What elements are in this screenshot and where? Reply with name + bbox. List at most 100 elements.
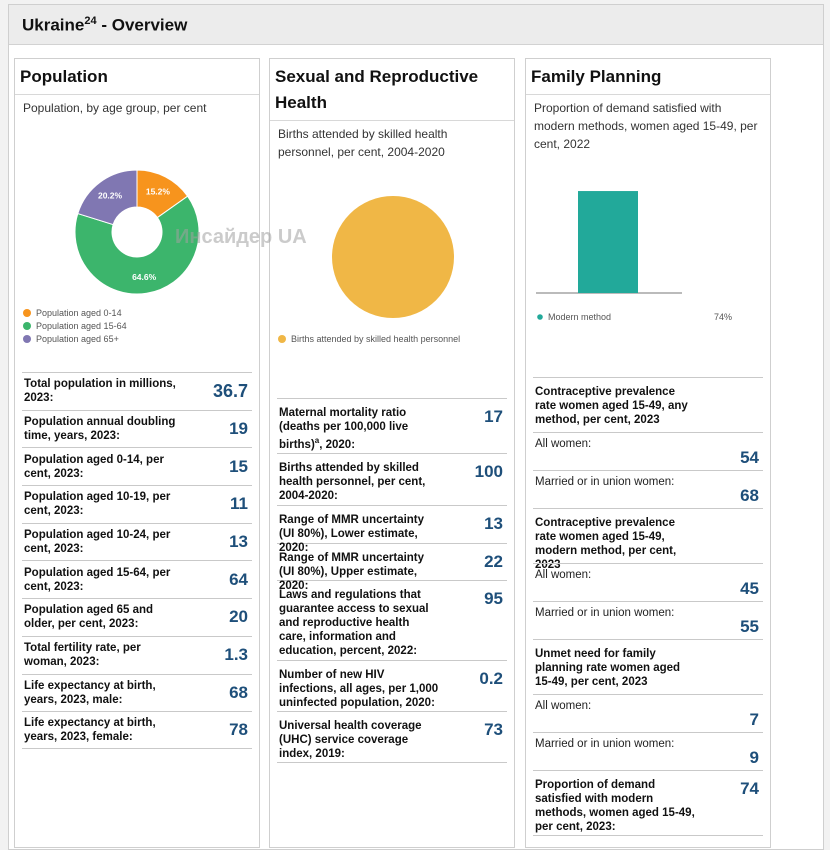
population-subtitle: Population, by age group, per cent [23, 101, 207, 115]
stat-label: Population annual doubling time, years, … [24, 416, 176, 443]
legend-swatch [537, 314, 543, 320]
stat-sub-label: Married or in union women: [535, 607, 675, 619]
stat-value: 0.2 [479, 669, 503, 688]
stat-row: Population annual doubling time, years, … [22, 409, 252, 448]
stat-sub-label: All women: [535, 700, 592, 712]
watermark: Инсайдер UA [175, 226, 307, 248]
srh-subtitle: Births attended by skilled health person… [278, 127, 448, 159]
stat-heading-label: Contraceptive prevalence rate women aged… [535, 517, 677, 571]
stat-label: Population aged 10-19, per cent, 2023: [24, 491, 171, 518]
legend-item-population-aged-65: Population aged 65+ [23, 332, 127, 345]
stat-value: 11 [230, 494, 248, 514]
fp-title: Family Planning [526, 59, 770, 95]
stat-label: Range of MMR uncertainty (UI 80%), Upper… [279, 552, 425, 592]
stat-value: 73 [484, 720, 503, 739]
stat-value: 74 [740, 779, 759, 798]
pie-value-label-population-aged-65: 20.2% [98, 190, 123, 200]
stat-row: Population aged 65 and older, per cent, … [22, 598, 252, 636]
stat-label: Range of MMR uncertainty (UI 80%), Lower… [279, 514, 425, 554]
population-pie-chart: 15.2% 64.6% 20.2% [74, 169, 200, 295]
stat-row: Proportion of demand satisfied with mode… [533, 770, 763, 836]
stat-label: Total population in millions, 2023: [24, 378, 176, 405]
stat-row: Life expectancy at birth, years, 2023, m… [22, 673, 252, 712]
stat-label: Laws and regulations that guarantee acce… [279, 589, 429, 657]
pie-value-label-population-aged-0-14: 15.2% [146, 187, 171, 197]
pie-value-label-population-aged-15-64: 64.6% [132, 272, 157, 282]
srh-legend: Births attended by skilled health person… [278, 332, 460, 345]
legend-swatch [23, 321, 31, 330]
stat-row: Universal health coverage (UHC) service … [277, 711, 507, 763]
stat-heading-label: Contraceptive prevalence rate women aged… [535, 386, 688, 426]
stat-row: Total population in millions, 2023: 36.7 [22, 372, 252, 410]
stat-sub-row: Married or in union women: 55 [533, 601, 763, 639]
legend-item-population-aged-0-14: Population aged 0-14 [23, 306, 127, 319]
fp-stats: Contraceptive prevalence rate women aged… [533, 377, 763, 836]
stat-value: 100 [474, 462, 503, 481]
stat-value: 95 [484, 589, 503, 608]
stat-value: 36.7 [212, 380, 248, 401]
stat-value: 19 [229, 419, 248, 439]
fp-subtitle: Proportion of demand satisfied with mode… [534, 101, 758, 151]
stat-label: Life expectancy at birth, years, 2023, m… [24, 679, 156, 706]
stat-row: Total fertility rate, per woman, 2023: 1.… [22, 635, 252, 674]
stat-value: 13 [229, 532, 248, 552]
legend-label-modern-method: Modern method [548, 312, 611, 322]
stat-row: Range of MMR uncertainty (UI 80%), Lower… [277, 505, 507, 554]
legend-item-population-aged-15-64: Population aged 15-64 [23, 319, 127, 332]
stat-label: Universal health coverage (UHC) service … [279, 720, 422, 760]
legend-item-births-attended-by-skilled-health-personnel: Births attended by skilled health person… [278, 332, 460, 345]
legend-label: Population aged 15-64 [36, 320, 127, 331]
page-title-text: Ukraine [22, 15, 85, 35]
legend-swatch [23, 308, 31, 317]
page-title-sup: 24 [84, 15, 97, 27]
pie-slice-births-attended-by-skilled-health-personnel [332, 196, 454, 318]
pie-slice-population-aged-15-64 [74, 195, 200, 295]
stat-value: 17 [484, 407, 503, 426]
stat-sub-row: Married or in union women: 9 [533, 732, 763, 770]
stat-row: Population aged 15-64, per cent, 2023: 64 [22, 560, 252, 598]
stat-label: Life expectancy at birth, years, 2023, f… [24, 717, 156, 744]
page-title: Ukraine24 - Overview [9, 5, 823, 45]
legend-swatch [278, 334, 286, 343]
stat-label: Births attended by skilled health person… [279, 462, 426, 502]
stat-sub-value: 68 [740, 486, 759, 505]
pie-slice-population-aged-65 [77, 169, 138, 226]
stat-row: Number of new HIV infections, all ages, … [277, 660, 507, 711]
stat-label: Proportion of demand satisfied with mode… [535, 779, 695, 833]
srh-pie-chart [332, 196, 454, 318]
population-title: Population [15, 59, 259, 95]
srh-title: Sexual and Reproductive Health [270, 59, 514, 121]
stat-value: 22 [484, 552, 503, 571]
population-stats: Total population in millions, 2023: 36.7 P… [22, 372, 252, 749]
fp-bar-chart: Modern method 74% [536, 191, 732, 322]
stat-sub-value: 54 [740, 448, 759, 467]
stat-label: Population aged 0-14, per cent, 2023: [24, 453, 164, 480]
stat-row: Laws and regulations that guarantee acce… [277, 580, 507, 660]
stat-value: 78 [229, 720, 248, 740]
stat-sub-label: All women: [535, 569, 592, 581]
stat-row: Population aged 10-24, per cent, 2023: 13 [22, 522, 252, 561]
stat-row: Range of MMR uncertainty (UI 80%), Upper… [277, 543, 507, 592]
population-legend: Population aged 0-14 Population aged 15-6… [23, 306, 127, 345]
stat-heading: Contraceptive prevalence rate women aged… [533, 377, 763, 432]
stat-sub-label: Married or in union women: [535, 476, 675, 488]
legend-label: Population aged 0-14 [36, 307, 122, 318]
stat-sub-row: All women: 45 [533, 563, 763, 601]
stat-label: Population aged 10-24, per cent, 2023: [24, 529, 171, 556]
stat-sub-value: 9 [749, 748, 759, 767]
bar-value-label: 74% [714, 312, 732, 322]
stat-heading: Unmet need for family planning rate wome… [533, 639, 763, 694]
bar-modern-method [578, 191, 638, 293]
page-title-suffix: - Overview [96, 15, 188, 35]
legend-swatch [23, 334, 31, 343]
stat-label: Number of new HIV infections, all ages, … [279, 669, 439, 709]
stat-sub-label: Married or in union women: [535, 738, 675, 750]
stat-sub-row: All women: 54 [533, 432, 763, 470]
stat-row: Population aged 0-14, per cent, 2023: 15 [22, 447, 252, 485]
srh-panel: Sexual and Reproductive Health Births at… [269, 58, 515, 848]
population-panel: Population Population, by age group, per… [14, 58, 260, 848]
stat-value: 20 [229, 607, 248, 627]
stat-sub-value: 55 [740, 617, 759, 636]
footnote-marker: a [314, 436, 320, 445]
stat-label: Population aged 15-64, per cent, 2023: [24, 566, 171, 593]
